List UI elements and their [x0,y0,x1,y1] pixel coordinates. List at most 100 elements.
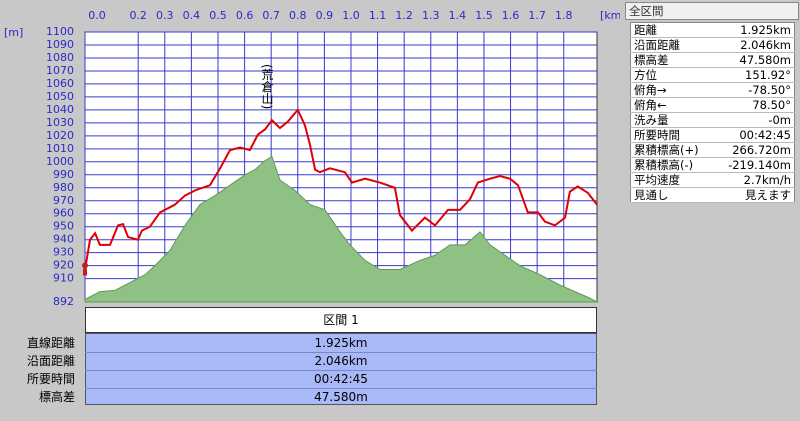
elevation-line [84,108,598,270]
summary-label: 所要時間 [630,127,714,143]
y-tick-label: 1000 [46,155,74,168]
start-marker [82,262,88,269]
summary-label: 洗み量 [630,112,714,128]
section-label: 直線距離 [26,336,75,350]
x-tick-label: 0.9 [316,9,334,22]
summary-value: 47.580m [713,52,795,68]
section-label: 所要時間 [26,372,75,386]
summary-panel: 全区間 距離 1.925km 沿面距離 2.046km 標高差 47.580m 方位 151.… [625,2,799,203]
section-value: 1.925km [314,336,368,350]
y-unit: [m] [4,26,23,39]
summary-value: 見えます [713,187,795,203]
summary-label: 距離 [630,22,714,38]
x-tick-label: 1.2 [395,9,413,22]
summary-label: 累積標高(-) [630,157,714,173]
section-row: 沿面距離 2.046km [0,352,597,370]
summary-value: 2.046km [713,37,795,53]
summary-row: 標高差 47.580m [630,52,795,68]
profile-chart: 0.0 0.2 0.3 0.4 0.5 0.6 0.7 0.8 0.9 1.0 1.1 1.2 1.3 1… [4,9,620,306]
section-label: 沿面距離 [26,354,75,368]
summary-row: 累積標高(+) 266.720m [630,142,795,158]
x-tick-label: 1.4 [449,9,467,22]
section-value: 47.580m [314,390,368,404]
y-tick-label: 970 [53,194,74,207]
summary-label: 沿面距離 [630,37,714,53]
x-unit: [km] [600,9,620,22]
x-tick-label: 1.7 [528,9,546,22]
x-tick-label: 0.0 [88,9,106,22]
y-tick-label: 892 [53,295,74,306]
x-tick-label: 1.3 [422,9,440,22]
y-tick-label: 950 [53,220,74,233]
summary-label: 標高差 [630,52,714,68]
x-tick-label: 0.8 [289,9,307,22]
summary-value: 266.720m [713,142,795,158]
y-tick-label: 990 [53,168,74,181]
x-tick-label: 0.2 [129,9,147,22]
y-tick-label: 910 [53,272,74,285]
summary-value: -78.50° [713,82,795,98]
start-marker-body [83,268,87,276]
section-row: 直線距離 1.925km [0,334,597,352]
summary-row: 累積標高(-) -219.140m [630,157,795,173]
summary-row: 見通し 見えます [630,187,795,203]
y-tick-label: 1090 [46,38,74,51]
y-tick-label: 1010 [46,142,74,155]
y-tick-label: 1100 [46,25,74,38]
summary-label: 俯角← [630,97,714,113]
annotation: (荒倉山) [260,64,274,110]
y-tick-label: 1080 [46,51,74,64]
summary-value: 78.50° [713,97,795,113]
x-tick-label: 0.5 [209,9,227,22]
summary-label: 見通し [630,187,714,203]
x-tick-label: 0.7 [262,9,280,22]
summary-value: 151.92° [713,67,795,83]
section-row: 標高差 47.580m [0,388,597,406]
summary-row: 俯角← 78.50° [630,97,795,113]
y-tick-label: 1020 [46,129,74,142]
summary-row: 方位 151.92° [630,67,795,83]
section-body [85,333,597,405]
x-tick-label: 1.6 [502,9,520,22]
x-tick-label: 0.3 [156,9,174,22]
x-tick-label: 0.4 [183,9,201,22]
y-tick-label: 1070 [46,64,74,77]
y-tick-label: 980 [53,181,74,194]
section-value: 2.046km [314,354,368,368]
summary-row: 距離 1.925km [630,22,795,38]
summary-value: -0m [713,112,795,128]
row-divider [85,388,597,389]
x-tick-label: 1.8 [555,9,573,22]
summary-label: 累積標高(+) [630,142,714,158]
summary-table: 距離 1.925km 沿面距離 2.046km 標高差 47.580m 方位 151.92° 俯… [630,22,795,203]
y-tick-label: 960 [53,207,74,220]
row-divider [85,370,597,371]
section-label: 標高差 [38,390,75,404]
summary-label: 平均速度 [630,172,714,188]
y-tick-label: 1060 [46,77,74,90]
row-divider [85,352,597,353]
section-title: 区間 1 [85,307,597,333]
summary-value: 1.925km [713,22,795,38]
y-tick-label: 1050 [46,90,74,103]
summary-value: -219.140m [713,157,795,173]
section-value: 00:42:45 [314,372,368,386]
y-tick-label: 1040 [46,103,74,116]
summary-row: 俯角→ -78.50° [630,82,795,98]
y-tick-label: 930 [53,246,74,259]
y-tick-label: 940 [53,233,74,246]
summary-row: 沿面距離 2.046km [630,37,795,53]
summary-row: 洗み量 -0m [630,112,795,128]
summary-title: 全区間 [625,2,799,20]
x-tick-label: 1.0 [342,9,360,22]
y-tick-label: 1030 [46,116,74,129]
summary-label: 方位 [630,67,714,83]
summary-value: 2.7km/h [713,172,795,188]
x-tick-label: 1.1 [369,9,387,22]
section-row: 所要時間 00:42:45 [0,370,597,388]
summary-value: 00:42:45 [713,127,795,143]
y-tick-label: 920 [53,259,74,272]
summary-label: 俯角→ [630,82,714,98]
x-tick-label: 1.5 [475,9,493,22]
